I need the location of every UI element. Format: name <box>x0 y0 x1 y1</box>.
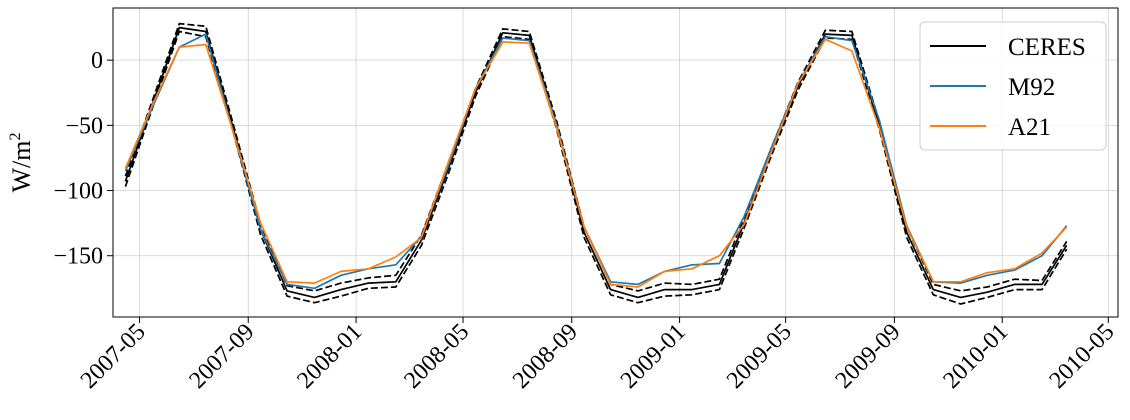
y-axis-title-unit: W/m <box>7 141 36 193</box>
series-line-a21 <box>124 38 1068 288</box>
y-tick-label: −100 <box>53 179 103 205</box>
y-axis-title: W/m2 <box>7 133 36 193</box>
y-tick-label: 0 <box>91 48 103 74</box>
ceres-uncertainty-line-2 <box>124 30 1068 305</box>
plot-frame <box>112 7 1119 318</box>
series-lines <box>124 22 1068 305</box>
x-tick-label: 2008-01 <box>292 319 367 394</box>
x-tick-label: 2007-09 <box>185 319 260 394</box>
legend-label-a21: A21 <box>1008 114 1051 141</box>
y-axis: 0 −50 −100 −150 <box>53 48 113 270</box>
legend-label-m92: M92 <box>1008 74 1055 101</box>
grid-lines <box>113 8 1118 317</box>
legend-label-ceres: CERES <box>1008 34 1086 61</box>
x-tick-label: 2010-01 <box>938 319 1013 394</box>
x-axis: 2007-05 2007-09 2008-01 2008-05 2008-09 2009-… <box>76 317 1120 394</box>
x-tick-label: 2010-05 <box>1045 319 1120 394</box>
x-tick-label: 2007-05 <box>76 319 151 394</box>
x-tick-label: 2008-05 <box>399 319 474 394</box>
y-tick-label: −150 <box>53 244 103 270</box>
x-tick-label: 2009-05 <box>722 319 797 394</box>
series-line-ceres <box>124 26 1068 299</box>
y-tick-label: −50 <box>65 113 103 139</box>
x-tick-label: 2009-01 <box>616 319 691 394</box>
x-tick-label: 2008-09 <box>508 319 583 394</box>
y-axis-title-superscript: 2 <box>7 133 24 141</box>
legend: CERES M92 A21 <box>919 21 1107 151</box>
x-tick-label: 2009-09 <box>831 319 906 394</box>
legend-box <box>919 21 1107 151</box>
